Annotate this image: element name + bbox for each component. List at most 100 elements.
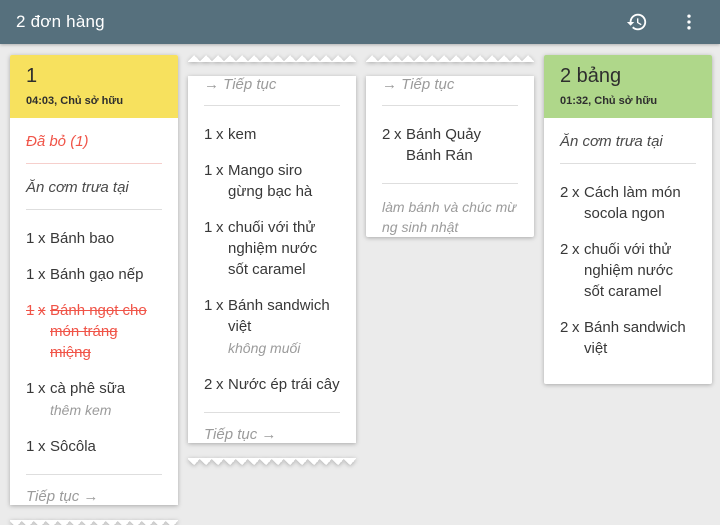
item-name-text: cà phê sữa <box>50 380 126 397</box>
qty-separator: x <box>572 319 580 336</box>
continued-label: → Tiếp tục <box>204 76 277 93</box>
item-qty: 1 <box>26 302 35 319</box>
qty-separator: x <box>38 266 46 283</box>
order-title: 2 bảng <box>560 65 622 87</box>
qty-separator: x <box>38 438 46 455</box>
divider <box>382 105 518 106</box>
item-qty: 1 <box>26 266 35 283</box>
order-card-2[interactable]: 2 bảng 01:32, Chủ sở hữu Ăn cơm trưa tại… <box>544 55 712 384</box>
order-item[interactable]: 2 x Bánh sandwich việt <box>560 317 696 359</box>
qty-separator: x <box>394 126 402 143</box>
app-bar-title: 2 đơn hàng <box>16 12 105 31</box>
order-item[interactable]: 2 x Nước ép trái cây <box>204 374 340 395</box>
qty-separator: x <box>216 219 224 236</box>
order-item[interactable]: 1 x kem <box>204 124 340 145</box>
qty-separator: x <box>572 184 580 201</box>
kebab-menu-icon[interactable] <box>672 5 706 39</box>
item-name: kem <box>228 126 257 143</box>
order-meta: 01:32, Chủ sở hữu <box>560 95 658 107</box>
order-item[interactable]: 1 x Bánh bao <box>26 228 162 249</box>
order-item[interactable]: 1 x chuối với thử nghiệm nước sốt carame… <box>204 217 340 280</box>
history-icon[interactable] <box>620 5 654 39</box>
order-card-1-cont-2[interactable]: → Tiếp tục 2 x Bánh Quảy Bánh Rán làm bá… <box>366 55 534 251</box>
item-qty: 2 <box>204 376 213 393</box>
card-header: 1 04:03, Chủ sở hữu <box>10 55 178 118</box>
app-bar: 2 đơn hàng <box>0 0 720 44</box>
item-name: Sôcôla <box>50 438 96 455</box>
item-note: không muối <box>228 340 301 356</box>
order-card-1[interactable]: 1 04:03, Chủ sở hữu Đã bỏ (1) Ăn cơm trư… <box>10 55 178 525</box>
order-card-1-cont[interactable]: → Tiếp tục 1 x kem 1 x Mango siro gừng b… <box>188 55 356 465</box>
app-bar-actions <box>620 5 706 39</box>
divider <box>560 163 696 164</box>
item-list: 1 x Bánh bao 1 x Bánh gạo nếp 1 x Bánh n… <box>10 210 178 474</box>
item-list: 2 x Bánh Quảy Bánh Rán <box>366 106 534 183</box>
item-name: Bánh bao <box>50 230 115 247</box>
item-name: cà phê sữa thêm kem <box>50 378 162 421</box>
item-qty: 1 <box>204 219 213 236</box>
item-name: chuối với thử nghiệm nước sốt caramel <box>584 241 674 300</box>
item-qty: 1 <box>26 438 35 455</box>
order-item[interactable]: 1 x Bánh sandwich việt không muối <box>204 295 340 359</box>
dining-option: Ăn cơm trưa tại <box>560 133 663 150</box>
item-name: Bánh sandwich việt <box>584 319 686 357</box>
order-item[interactable]: 2 x chuối với thử nghiệm nước sốt carame… <box>560 239 696 302</box>
order-item[interactable]: 2 x Bánh Quảy Bánh Rán <box>382 124 518 166</box>
item-list: 1 x kem 1 x Mango siro gừng bạc hà 1 x c… <box>188 106 356 412</box>
item-qty: 2 <box>560 184 569 201</box>
qty-separator: x <box>38 302 46 319</box>
order-item[interactable]: 1 x Sôcôla <box>26 436 162 457</box>
order-title: 1 <box>26 65 38 87</box>
item-name: Nước ép trái cây <box>228 376 340 393</box>
order-item-voided[interactable]: 1 x Bánh ngọt cho món tráng miệng <box>26 300 162 363</box>
qty-separator: x <box>216 162 224 179</box>
divider <box>382 183 518 184</box>
ticket-board: 1 04:03, Chủ sở hữu Đã bỏ (1) Ăn cơm trư… <box>0 44 720 525</box>
card-header: 2 bảng 01:32, Chủ sở hữu <box>544 55 712 118</box>
item-qty: 1 <box>204 162 213 179</box>
item-qty: 2 <box>560 319 569 336</box>
item-qty: 1 <box>204 297 213 314</box>
divider <box>204 412 340 413</box>
order-item[interactable]: 1 x cà phê sữa thêm kem <box>26 378 162 421</box>
order-item[interactable]: 1 x Bánh gạo nếp <box>26 264 162 285</box>
item-note: thêm kem <box>50 402 112 418</box>
item-name: Bánh Quảy Bánh Rán <box>406 126 482 164</box>
item-name: Bánh sandwich việt không muối <box>228 295 340 359</box>
continued-label: → Tiếp tục <box>382 76 455 93</box>
qty-separator: x <box>216 376 224 393</box>
qty-separator: x <box>38 380 46 397</box>
order-item[interactable]: 2 x Cách làm món socola ngon <box>560 182 696 224</box>
item-qty: 2 <box>382 126 391 143</box>
item-name: Cách làm món socola ngon <box>584 184 681 222</box>
order-meta: 04:03, Chủ sở hữu <box>26 95 124 107</box>
divider <box>204 105 340 106</box>
continues-label: Tiếp tục → <box>204 426 277 443</box>
torn-edge-top <box>366 55 534 62</box>
dining-option: Ăn cơm trưa tại <box>26 179 129 196</box>
item-name: Mango siro gừng bạc hà <box>228 162 313 200</box>
item-qty: 1 <box>26 230 35 247</box>
item-list: 2 x Cách làm món socola ngon 2 x chuối v… <box>544 164 712 384</box>
order-comment: làm bánh và chúc mừng sinh nhật <box>382 199 517 235</box>
torn-edge-top <box>188 55 356 62</box>
item-name: Bánh gạo nếp <box>50 266 144 283</box>
divider <box>26 474 162 475</box>
order-item[interactable]: 1 x Mango siro gừng bạc hà <box>204 160 340 202</box>
continues-label: Tiếp tục → <box>26 488 99 505</box>
qty-separator: x <box>216 126 224 143</box>
item-name: Bánh ngọt cho món tráng miệng <box>50 302 147 361</box>
item-qty: 1 <box>204 126 213 143</box>
qty-separator: x <box>38 230 46 247</box>
qty-separator: x <box>572 241 580 258</box>
torn-edge-bottom <box>188 458 356 465</box>
item-name-text: Bánh sandwich việt <box>228 297 330 335</box>
item-name: chuối với thử nghiệm nước sốt caramel <box>228 219 318 278</box>
item-qty: 2 <box>560 241 569 258</box>
voided-count: Đã bỏ (1) <box>26 133 89 150</box>
torn-edge-bottom <box>10 520 178 525</box>
divider <box>26 163 162 164</box>
divider <box>26 209 162 210</box>
qty-separator: x <box>216 297 224 314</box>
item-qty: 1 <box>26 380 35 397</box>
